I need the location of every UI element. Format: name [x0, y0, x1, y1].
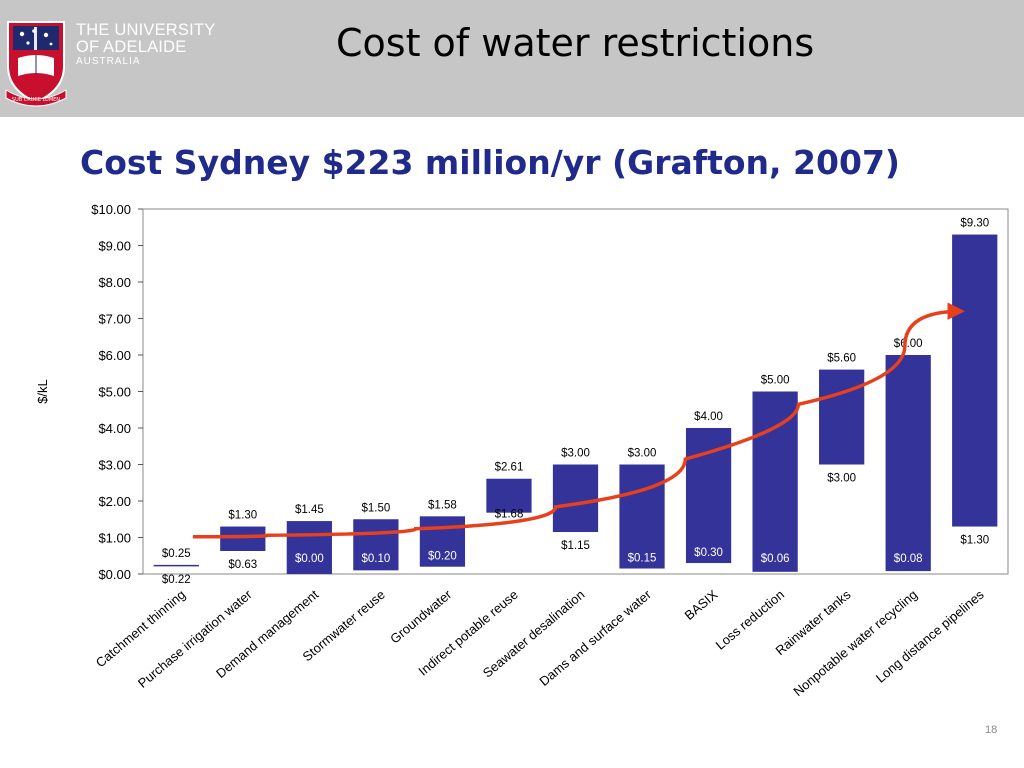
bar-low-label: $0.06	[761, 553, 790, 565]
y-tick-label: $9.00	[98, 239, 131, 254]
bar-high-label: $2.61	[495, 462, 524, 474]
y-tick-label: $5.00	[98, 385, 131, 400]
y-tick-label: $8.00	[98, 275, 131, 290]
y-tick-label: $0.00	[98, 567, 131, 582]
y-tick-label: $3.00	[98, 458, 131, 473]
bar-low-label: $0.10	[361, 553, 390, 565]
x-tick-label: Nonpotable water recycling	[790, 587, 920, 699]
bar-high-label: $4.00	[694, 411, 723, 423]
y-tick-label: $2.00	[98, 494, 131, 509]
bar-low-label: $0.63	[228, 559, 257, 571]
bar-high-label: $0.25	[162, 548, 191, 560]
trend-arrow	[192, 302, 965, 539]
motto-text: SUB CRUCE LUMEN	[12, 97, 60, 103]
bar	[220, 526, 266, 552]
bar-low-label: $0.15	[628, 553, 657, 565]
bar-high-label: $3.00	[561, 448, 590, 460]
y-tick-label: $6.00	[98, 348, 131, 363]
bar	[885, 355, 931, 572]
y-tick-label: $4.00	[98, 421, 131, 436]
bar	[486, 478, 532, 513]
university-crest-logo: SUB CRUCE LUMEN	[5, 21, 67, 107]
bar-low-label: $0.08	[894, 553, 923, 565]
bar-low-label: $1.15	[561, 540, 590, 552]
bar-high-label: $1.45	[295, 504, 324, 516]
x-tick-label: Long distance pipelines	[873, 586, 987, 685]
bar-high-label: $6.00	[894, 338, 923, 350]
cost-chart: $0.00 $1.00 $2.00 $3.00 $4.00 $5.00 $6.00 $7.00…	[35, 202, 1009, 699]
bar	[619, 464, 665, 569]
university-name-line2: OF ADELAIDE	[76, 37, 187, 56]
bar	[752, 391, 798, 572]
x-tick-label: BASIX	[682, 587, 721, 623]
bar-high-label: $9.30	[960, 218, 989, 230]
bar-high-label: $1.30	[228, 510, 257, 522]
bar-low-label: $0.30	[694, 547, 723, 559]
bar-low-label: $1.30	[960, 535, 989, 547]
slide-subtitle: Cost Sydney $223 million/yr (Grafton, 20…	[80, 143, 900, 182]
bar	[419, 516, 466, 567]
bar-high-label: $1.58	[428, 499, 457, 511]
bar	[153, 564, 199, 567]
x-tick-label: Purchase irrigation water	[135, 586, 255, 690]
bar	[353, 519, 399, 571]
bar-high-label: $5.60	[827, 353, 856, 365]
y-tick-label: $1.00	[98, 531, 131, 546]
y-axis-label: $/kL	[35, 379, 50, 404]
bar-high-label: $1.50	[361, 502, 390, 514]
bar-low-label: $1.68	[495, 509, 524, 521]
bar-low-label: $0.22	[162, 574, 191, 586]
bar	[685, 428, 732, 564]
university-name-line1: THE UNIVERSITY	[76, 21, 216, 39]
y-tick-label: $10.00	[91, 202, 131, 217]
y-tick-label: $7.00	[98, 312, 131, 327]
bar	[286, 521, 332, 574]
page-number: 18	[985, 724, 998, 736]
bar-high-label: $5.00	[761, 375, 790, 387]
slide-title: Cost of water restrictions	[336, 21, 815, 65]
university-name-line3: AUSTRALIA	[76, 56, 141, 67]
x-tick-label: Dams and surface water	[536, 586, 654, 688]
bar	[819, 369, 865, 465]
university-name: THE UNIVERSITY OF ADELAIDE AUSTRALIA	[76, 22, 215, 67]
bar-high-label: $3.00	[628, 448, 657, 460]
bar	[952, 234, 998, 527]
bar-low-label: $0.00	[295, 553, 324, 565]
bar	[552, 464, 599, 533]
slide-header: SUB CRUCE LUMEN THE UNIVERSITY OF ADELAI…	[0, 0, 1024, 117]
bar-low-label: $3.00	[827, 473, 856, 485]
bar-low-label: $0.20	[428, 551, 457, 563]
x-tick-label: Groundwater	[387, 586, 455, 646]
